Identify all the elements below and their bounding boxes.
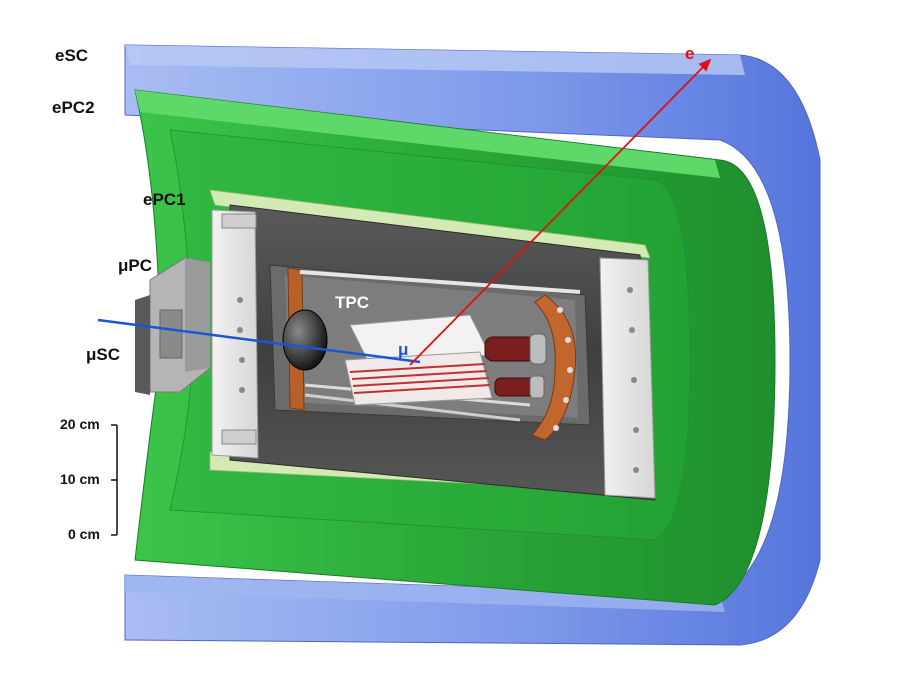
- left-end-flange: [211, 209, 259, 459]
- epc2-label: ePC2: [52, 98, 95, 117]
- right-end-flange: [599, 257, 656, 499]
- scale-tick-0cm: 0 cm: [68, 526, 100, 542]
- readout-cylinders: [484, 333, 547, 399]
- scale-bar: [111, 424, 118, 536]
- scale-tick-10cm: 10 cm: [60, 471, 100, 487]
- esc-label: eSC: [55, 46, 89, 65]
- muon-track: [97, 318, 421, 364]
- tpc-plate-stack: [344, 314, 493, 406]
- muon-label: μ: [398, 340, 409, 359]
- mupc-label: μPC: [118, 256, 153, 275]
- epc1-label: ePC1: [143, 190, 186, 209]
- muon-entrance-detectors: [135, 257, 211, 395]
- electron-label: e: [685, 44, 695, 63]
- electron-track: [409, 58, 712, 366]
- scale-tick-20cm: 20 cm: [60, 416, 100, 432]
- beam-window-dome: [282, 309, 328, 371]
- musc-label: μSC: [86, 345, 121, 364]
- tpc-label: TPC: [335, 293, 369, 312]
